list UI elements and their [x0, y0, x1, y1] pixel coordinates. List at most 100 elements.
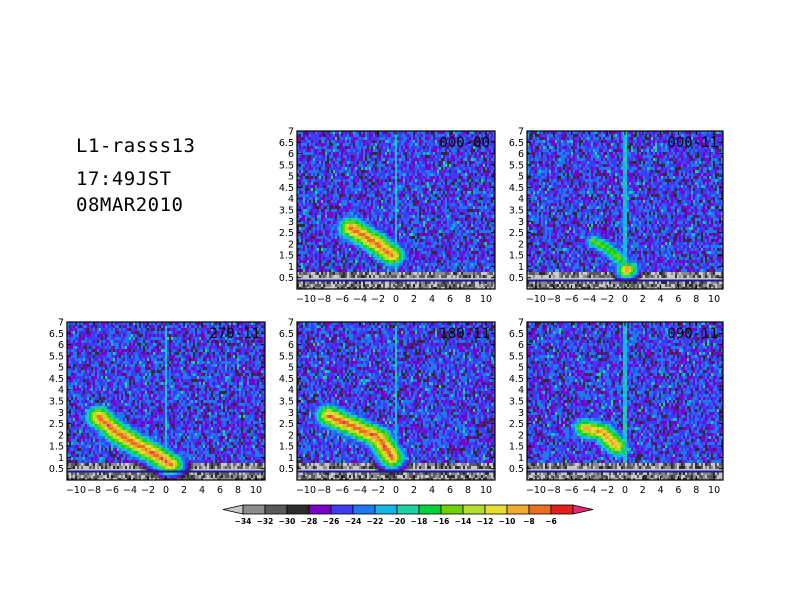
x-tick-label: −2	[600, 485, 614, 496]
y-tick-label: 2	[58, 430, 64, 441]
ground-line	[527, 470, 723, 473]
colorbar-swatch	[242, 504, 266, 515]
x-tick-label: −4	[353, 485, 367, 496]
y-tick-label: 2	[288, 430, 294, 441]
x-tick-label: −6	[105, 485, 119, 496]
y-tick-label: 4.5	[509, 183, 524, 194]
y-tick-label: 3.5	[509, 397, 524, 408]
x-tick-label: −8	[547, 485, 561, 496]
colorbar-swatch	[264, 504, 288, 515]
y-tick-label: 1	[58, 453, 64, 464]
heatmap-field	[527, 131, 723, 289]
x-tick-label: −6	[565, 294, 579, 305]
y-tick-label: 0.5	[279, 273, 294, 284]
heatmap-field	[527, 322, 723, 480]
x-tick-label: −6	[335, 485, 349, 496]
panel-label: 180-11	[439, 326, 490, 342]
spectrum-panel-270-11: −10 −8 −6 −4 −2 0 2 4 6 8 100.511.522.533.544.555.…	[49, 318, 266, 496]
colorbar-over-arrow	[572, 504, 594, 515]
x-tick-label: 6	[217, 485, 223, 496]
y-tick-label: 5	[58, 363, 64, 374]
colorbar-swatch	[506, 504, 530, 515]
y-tick-label: 0.5	[509, 464, 524, 475]
x-tick-label: 0	[393, 294, 399, 305]
y-tick-label: 4	[518, 385, 524, 396]
colorbar-label: −32	[257, 517, 274, 526]
colorbar-swatch	[396, 504, 420, 515]
x-tick-label: −6	[565, 485, 579, 496]
y-tick-label: 1	[518, 453, 524, 464]
spectrum-panel-000-11: −10 −8 −6 −4 −2 0 2 4 6 8 100.511.522.533.544.555.…	[509, 127, 724, 305]
colorbar-label: −30	[279, 517, 296, 526]
y-tick-label: 1.5	[509, 442, 524, 453]
ground-line	[297, 470, 495, 473]
colorbar: −34 −32 −30 −28 −26 −24 −22 −20 −18 −16 −14 −12 −10−…	[222, 504, 594, 526]
y-tick-label: 2.5	[509, 419, 524, 430]
heatmap-field	[297, 131, 495, 289]
y-tick-label: 6	[288, 149, 294, 160]
x-tick-label: −2	[600, 294, 614, 305]
y-tick-label: 4	[288, 385, 294, 396]
y-tick-label: 4	[518, 194, 524, 205]
colorbar-swatch	[484, 504, 508, 515]
y-tick-label: 5.5	[509, 160, 524, 171]
colorbar-swatch	[374, 504, 398, 515]
y-tick-label: 6.5	[279, 138, 294, 149]
x-tick-label: 8	[693, 294, 699, 305]
plot-title: L1-rasss13	[76, 135, 195, 157]
y-tick-label: 3.5	[509, 206, 524, 217]
y-tick-label: 7	[288, 127, 294, 138]
y-tick-label: 3.5	[279, 397, 294, 408]
colorbar-swatch	[462, 504, 486, 515]
y-tick-label: 7	[518, 318, 524, 329]
y-tick-label: 0.5	[509, 273, 524, 284]
x-tick-label: −10	[66, 485, 86, 496]
x-tick-label: −4	[582, 485, 596, 496]
x-tick-label: −2	[371, 485, 385, 496]
y-tick-label: 7	[58, 318, 64, 329]
colorbar-swatch	[550, 504, 574, 515]
y-tick-label: 6	[58, 340, 64, 351]
colorbar-swatch	[286, 504, 310, 515]
x-tick-label: 0	[393, 485, 399, 496]
x-tick-label: 0	[163, 485, 169, 496]
x-tick-label: −4	[353, 294, 367, 305]
x-tick-label: 2	[640, 294, 646, 305]
colorbar-label: −34	[235, 517, 252, 526]
y-tick-label: 3	[288, 408, 294, 419]
colorbar-label: −24	[345, 517, 362, 526]
y-tick-label: 4.5	[509, 374, 524, 385]
colorbar-swatch	[528, 504, 552, 515]
spectrum-panel-180-11: −10 −8 −6 −4 −2 0 2 4 6 8 100.511.522.533.544.555.…	[279, 318, 496, 496]
x-tick-label: −10	[296, 485, 316, 496]
y-tick-label: 6	[518, 149, 524, 160]
y-tick-label: 6.5	[279, 329, 294, 340]
y-tick-label: 1.5	[509, 251, 524, 262]
x-tick-label: 6	[447, 294, 453, 305]
y-tick-label: 5.5	[279, 351, 294, 362]
x-tick-label: 4	[658, 485, 664, 496]
x-tick-label: −2	[371, 294, 385, 305]
x-tick-label: 2	[640, 485, 646, 496]
x-tick-label: 6	[675, 294, 681, 305]
y-tick-label: 1	[288, 453, 294, 464]
x-tick-label: 8	[693, 485, 699, 496]
x-tick-label: 6	[447, 485, 453, 496]
y-tick-label: 6.5	[509, 138, 524, 149]
y-tick-label: 6.5	[49, 329, 64, 340]
y-tick-label: 4.5	[279, 183, 294, 194]
x-tick-label: −10	[526, 485, 546, 496]
y-tick-label: 3.5	[279, 206, 294, 217]
spectrum-panel-000-00: −10 −8 −6 −4 −2 0 2 4 6 8 100.511.522.533.544.555.…	[279, 127, 496, 305]
colorbar-under-arrow	[222, 504, 244, 515]
x-tick-label: 8	[465, 485, 471, 496]
y-tick-label: 1	[518, 262, 524, 273]
panel-label: 000-11	[667, 135, 718, 151]
x-tick-label: 6	[675, 485, 681, 496]
y-tick-label: 5.5	[279, 160, 294, 171]
x-tick-label: −10	[526, 294, 546, 305]
y-tick-label: 6	[288, 340, 294, 351]
colorbar-swatch	[308, 504, 332, 515]
y-tick-label: 5.5	[509, 351, 524, 362]
x-tick-label: 0	[622, 294, 628, 305]
